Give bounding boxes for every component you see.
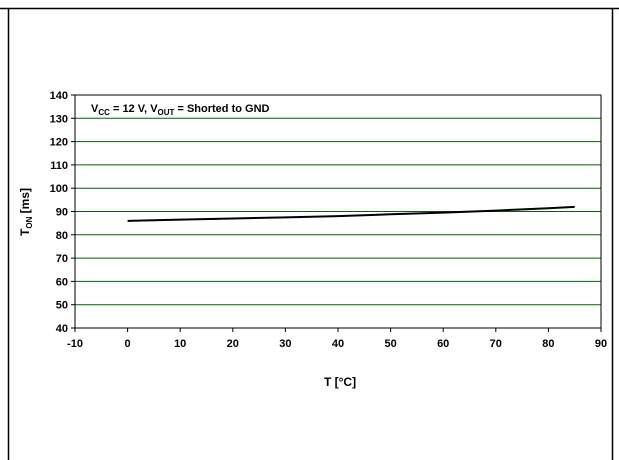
y-tick-label-40: 40 bbox=[56, 323, 68, 335]
chart-annotation: VCC = 12 V, VOUT = Shorted to GND bbox=[91, 103, 270, 117]
y-tick-label-130: 130 bbox=[50, 113, 68, 125]
x-tick-label-40: 40 bbox=[332, 338, 344, 350]
y-tick-label-110: 110 bbox=[50, 160, 68, 172]
plot-area: 40 50 60 70 80 90 100 110 120 130 140 -10 0 10 20 30 40 5… bbox=[50, 90, 607, 350]
x-tick-label-60: 60 bbox=[437, 338, 449, 350]
y-tick-label-90: 90 bbox=[56, 207, 68, 219]
x-tick-label-50: 50 bbox=[384, 338, 396, 350]
x-tick-label-30: 30 bbox=[279, 338, 291, 350]
y-tick-label-140: 140 bbox=[50, 90, 68, 102]
x-tick-label-20: 20 bbox=[227, 338, 239, 350]
x-tick-label-10: 10 bbox=[174, 338, 186, 350]
series-line-0 bbox=[127, 205, 575, 222]
x-tick-label--10: -10 bbox=[67, 338, 83, 350]
x-tick-label-80: 80 bbox=[542, 338, 554, 350]
y-tick-label-70: 70 bbox=[56, 253, 68, 265]
x-axis-label: T [°C] bbox=[324, 375, 356, 389]
y-tick-label-100: 100 bbox=[50, 183, 68, 195]
y-tick-label-60: 60 bbox=[56, 276, 68, 288]
y-tick-label-120: 120 bbox=[50, 137, 68, 149]
x-tick-label-70: 70 bbox=[490, 338, 502, 350]
y-tick-label-50: 50 bbox=[56, 300, 68, 312]
y-tick-label-80: 80 bbox=[56, 230, 68, 242]
y-axis-label: TON [ms] bbox=[18, 188, 34, 236]
x-tick-label-0: 0 bbox=[125, 338, 131, 350]
x-tick-label-90: 90 bbox=[595, 338, 607, 350]
